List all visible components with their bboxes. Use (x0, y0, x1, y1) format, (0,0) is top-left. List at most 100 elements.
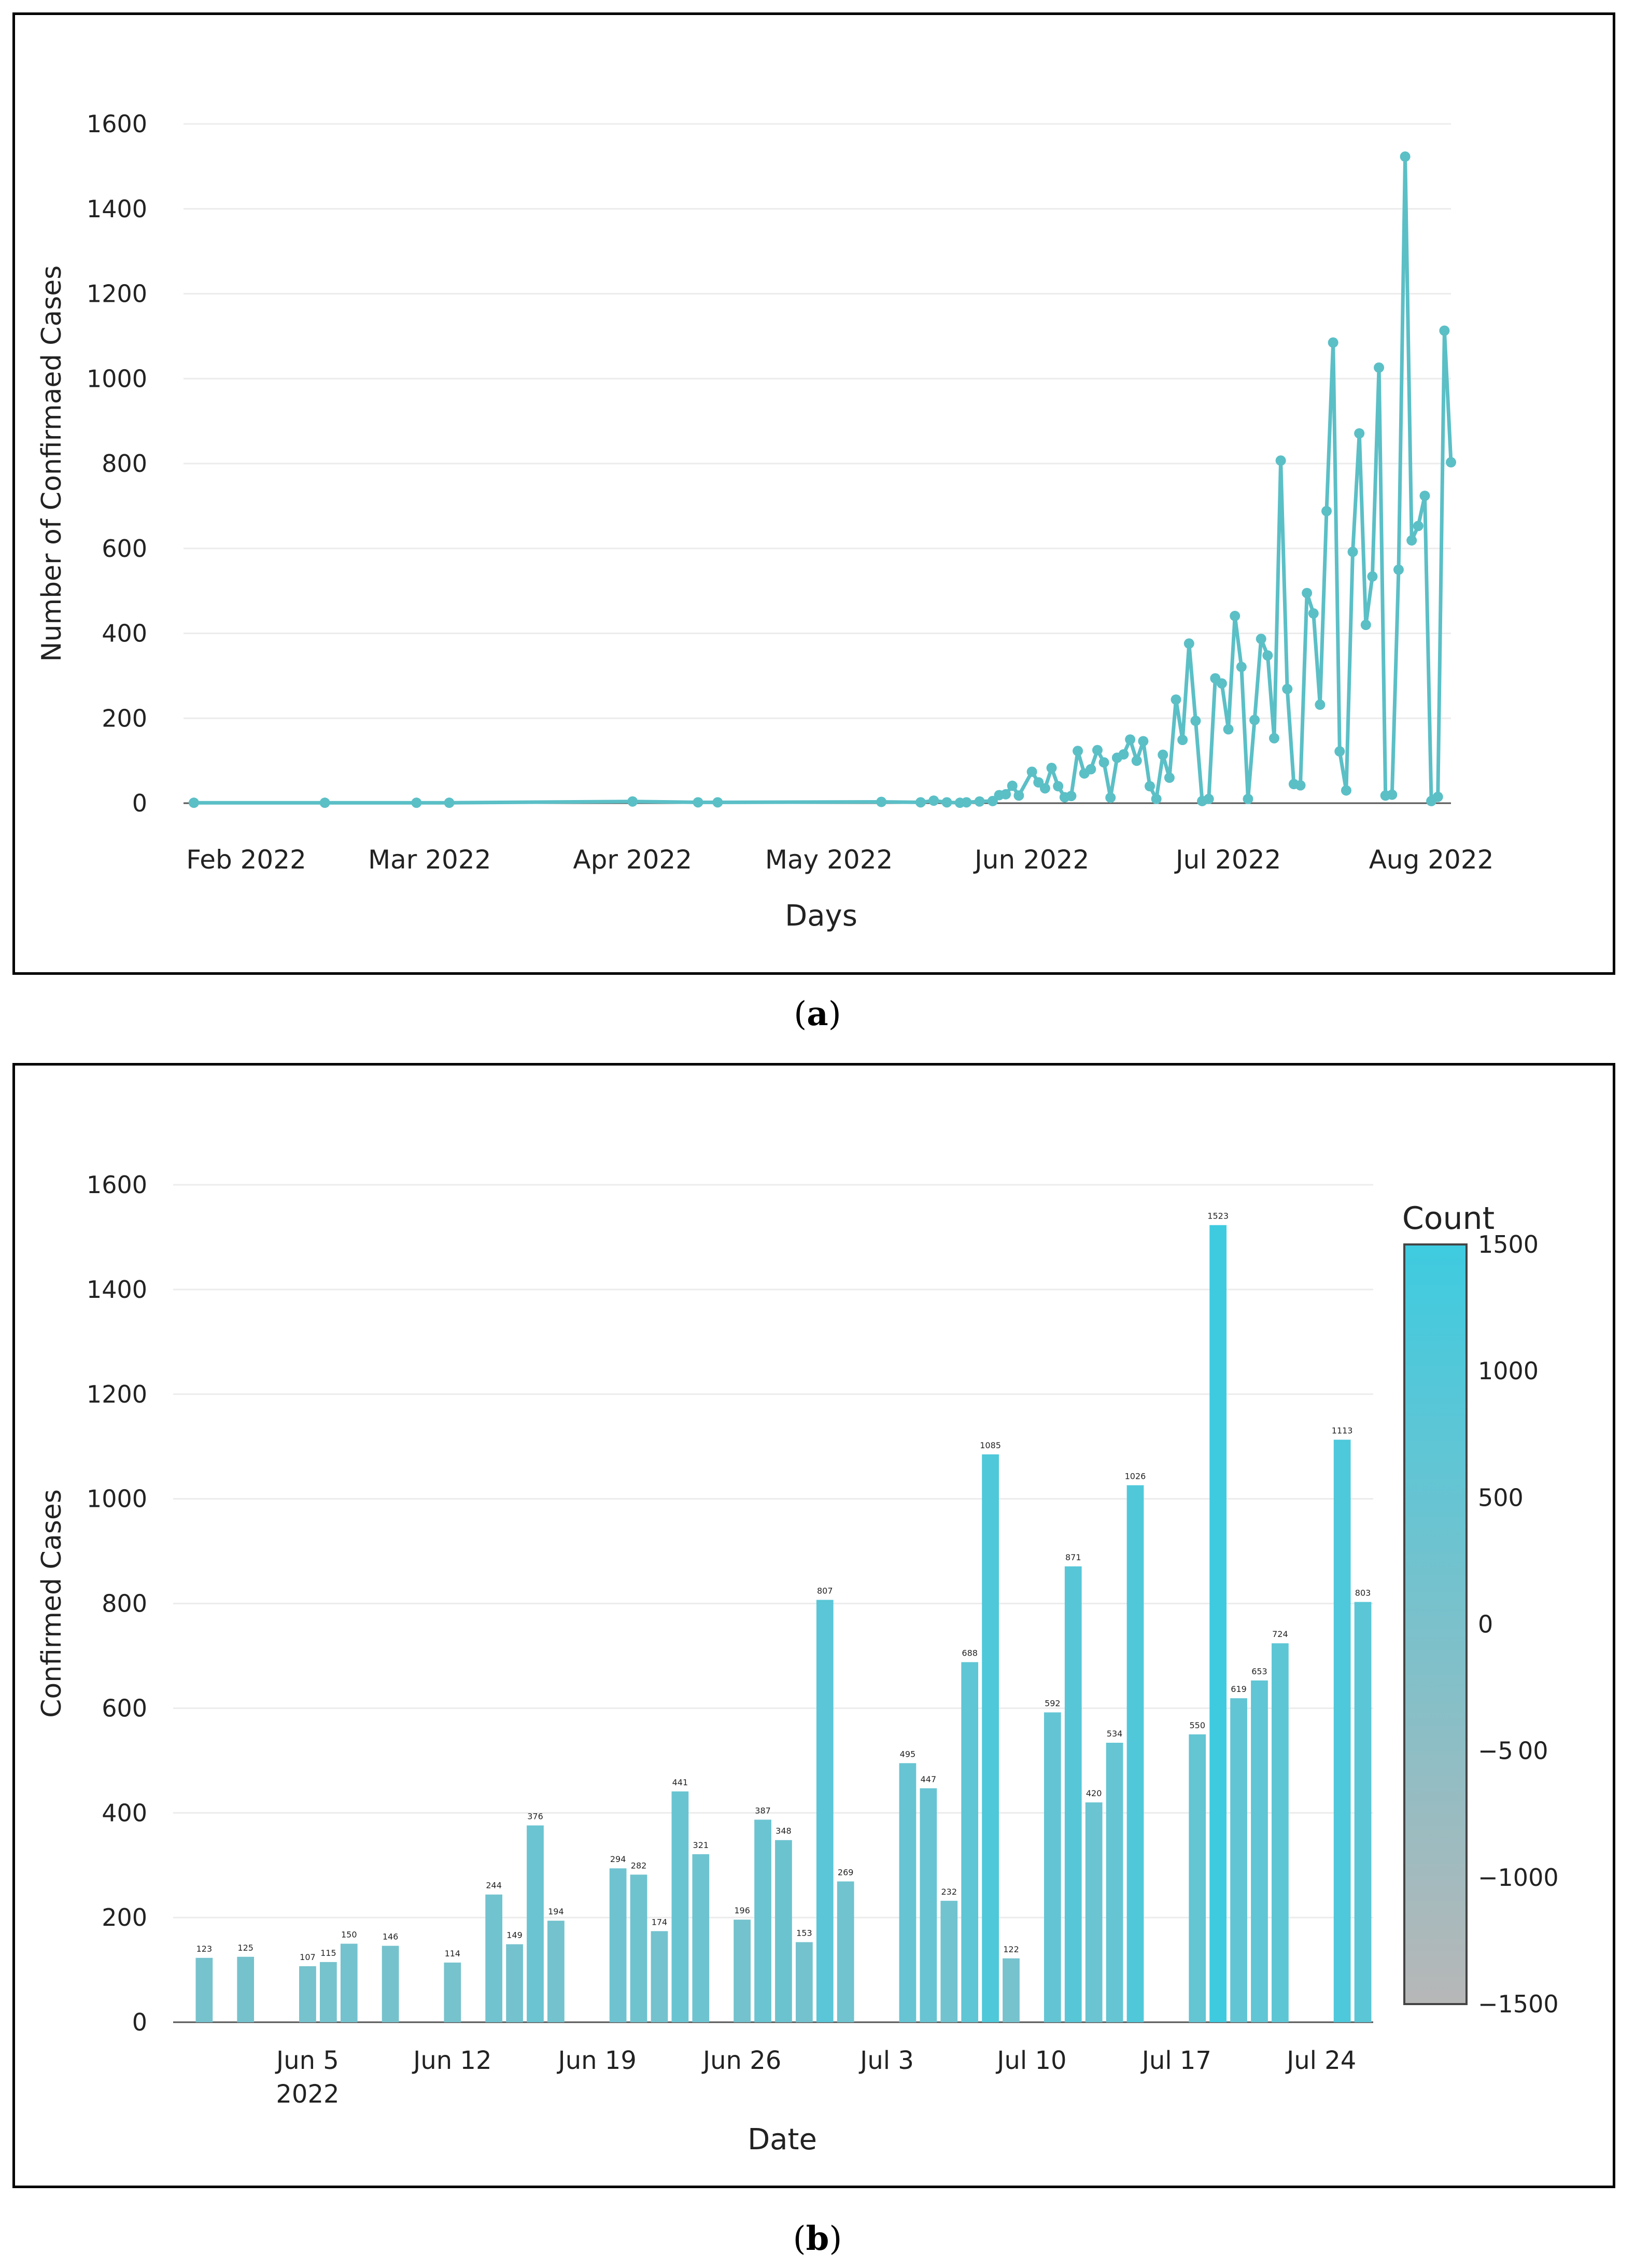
bar (195, 1957, 213, 2022)
x-tick-label: Jul 2022 (1174, 845, 1281, 875)
data-point (1302, 587, 1313, 598)
bar-value-label: 447 (921, 1774, 937, 1784)
y-tick-label: 0 (132, 789, 147, 817)
bar (982, 1454, 999, 2022)
bar-value-label: 232 (941, 1887, 957, 1897)
data-point (876, 796, 887, 807)
data-point (1007, 780, 1018, 791)
x-tick-label: Jun 26 (701, 2046, 781, 2075)
bar (1085, 1802, 1103, 2022)
data-point (1000, 789, 1011, 800)
data-point (1183, 638, 1194, 649)
bar (1354, 1602, 1372, 2022)
data-point (1013, 790, 1024, 801)
data-point (1164, 772, 1175, 783)
data-point (411, 797, 422, 808)
bar (754, 1819, 771, 2022)
bar-value-label: 174 (652, 1917, 668, 1927)
x-tick-label: May 2022 (765, 845, 893, 875)
bar-value-label: 420 (1086, 1788, 1102, 1798)
data-point (1406, 535, 1417, 546)
data-point (1275, 455, 1286, 466)
data-point (961, 797, 972, 808)
y-tick-label: 1400 (87, 195, 147, 223)
x-tick-label: Mar 2022 (368, 845, 491, 875)
data-point (712, 797, 723, 808)
data-point (1026, 766, 1037, 777)
bar (444, 1962, 461, 2022)
data-point (1321, 506, 1332, 516)
bar-value-label: 387 (755, 1805, 771, 1815)
bar-value-label: 1113 (1332, 1426, 1353, 1436)
y-tick-label: 800 (102, 450, 147, 478)
y-axis-title: Number of Confirmaed Cases (36, 265, 67, 662)
data-point (1347, 547, 1358, 557)
data-point (693, 797, 703, 808)
bar-value-label: 244 (486, 1881, 502, 1891)
data-point (1243, 793, 1253, 804)
x-tick-label: Jun 12 (412, 2046, 491, 2075)
colorbar-tick-label: −5 00 (1478, 1737, 1548, 1765)
colorbar-tick-label: 1000 (1478, 1357, 1539, 1385)
y-tick-label: 1600 (87, 1171, 147, 1199)
bar (340, 1943, 358, 2022)
x-axis-title: Days (785, 899, 857, 933)
bar-value-label: 107 (300, 1952, 316, 1962)
bar-value-label: 321 (693, 1840, 709, 1850)
bar (237, 1956, 255, 2022)
data-point (1151, 793, 1162, 804)
x-axis-title: Date (748, 2123, 817, 2157)
bar-value-label: 803 (1355, 1588, 1371, 1598)
data-point (1268, 733, 1279, 744)
chart-panel-b: 0 200 400 600 800 1000 1200 1400 1600 123 125 107 11… (12, 1063, 1615, 2188)
bar-value-label: 149 (506, 1930, 523, 1940)
bar-value-label: 1085 (980, 1440, 1001, 1450)
bar-value-label: 194 (548, 1907, 564, 1916)
y-tick-label: 1200 (87, 280, 147, 308)
y-tick-label: 200 (102, 704, 147, 732)
colorbar-tick-label: 0 (1478, 1611, 1493, 1639)
data-point (627, 796, 638, 807)
data-point (915, 797, 926, 808)
x-tick-sublabel: 2022 (276, 2080, 339, 2109)
data-point (1138, 736, 1149, 747)
data-point (1256, 634, 1266, 645)
bar (1044, 1712, 1061, 2022)
bar-value-label: 114 (445, 1949, 461, 1958)
bar-value-label: 1026 (1125, 1471, 1146, 1481)
data-point (1125, 734, 1136, 745)
bar (1126, 1485, 1144, 2022)
data-point (1334, 746, 1345, 757)
data-point (941, 797, 952, 808)
data-point (1413, 521, 1423, 531)
bar (382, 1945, 399, 2022)
data-point (1432, 791, 1443, 802)
x-tick-label: Jul 17 (1140, 2046, 1211, 2075)
bar (1106, 1742, 1123, 2022)
y-tick-label: 1600 (87, 110, 147, 138)
colorbar-tick-label: −1500 (1478, 1990, 1559, 2018)
bar-value-label: 294 (610, 1854, 626, 1864)
x-tick-label: Jul 24 (1285, 2046, 1356, 2075)
bar (1251, 1680, 1268, 2022)
colorbar-tick-label: −1000 (1478, 1864, 1559, 1892)
bar (1209, 1225, 1227, 2022)
data-point (1419, 491, 1430, 501)
bar-value-label: 807 (817, 1586, 833, 1595)
bar-value-label: 619 (1231, 1684, 1247, 1694)
bar-value-label: 871 (1065, 1552, 1081, 1562)
y-tick-label: 1000 (87, 1485, 147, 1513)
bar (1064, 1566, 1082, 2022)
bar (1272, 1643, 1289, 2022)
bar-chart: 0 200 400 600 800 1000 1200 1400 1600 123 125 107 11… (36, 1171, 1559, 2157)
bar (775, 1840, 792, 2022)
bar-value-label: 196 (734, 1906, 750, 1915)
data-point (1216, 678, 1227, 689)
data-point (1341, 785, 1351, 796)
bar (837, 1881, 854, 2022)
bar (609, 1868, 627, 2022)
bar (920, 1788, 937, 2022)
data-point (1118, 749, 1129, 760)
bar (1003, 1958, 1020, 2022)
bar (796, 1942, 813, 2022)
